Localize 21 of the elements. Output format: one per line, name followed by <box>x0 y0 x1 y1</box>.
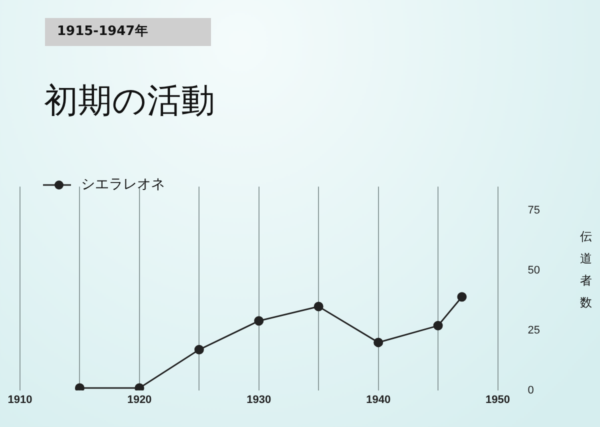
point <box>254 316 264 326</box>
point <box>433 320 443 330</box>
y-tick-label: 25 <box>528 324 540 336</box>
y-tick-label: 50 <box>528 264 540 277</box>
x-tick-label: 1940 <box>366 394 391 406</box>
point <box>314 302 324 312</box>
x-tick-label: 1950 <box>486 394 510 406</box>
legend-label: シエラレオネ <box>81 176 165 193</box>
point <box>374 338 384 348</box>
chart-subtitle: 1915-1947年 <box>45 18 211 46</box>
point <box>457 292 467 302</box>
chart-title: 初期の活動 <box>44 80 215 123</box>
point <box>134 383 144 390</box>
y-tick-label: 75 <box>528 204 540 217</box>
y-tick-label: 0 <box>528 384 534 396</box>
x-tick-label: 1920 <box>127 394 152 406</box>
x-tick-label: 1910 <box>8 394 32 406</box>
point <box>194 344 204 354</box>
y-axis-title: 伝道者数 <box>580 230 592 310</box>
x-tick-label: 1930 <box>246 394 272 406</box>
point <box>74 383 84 390</box>
